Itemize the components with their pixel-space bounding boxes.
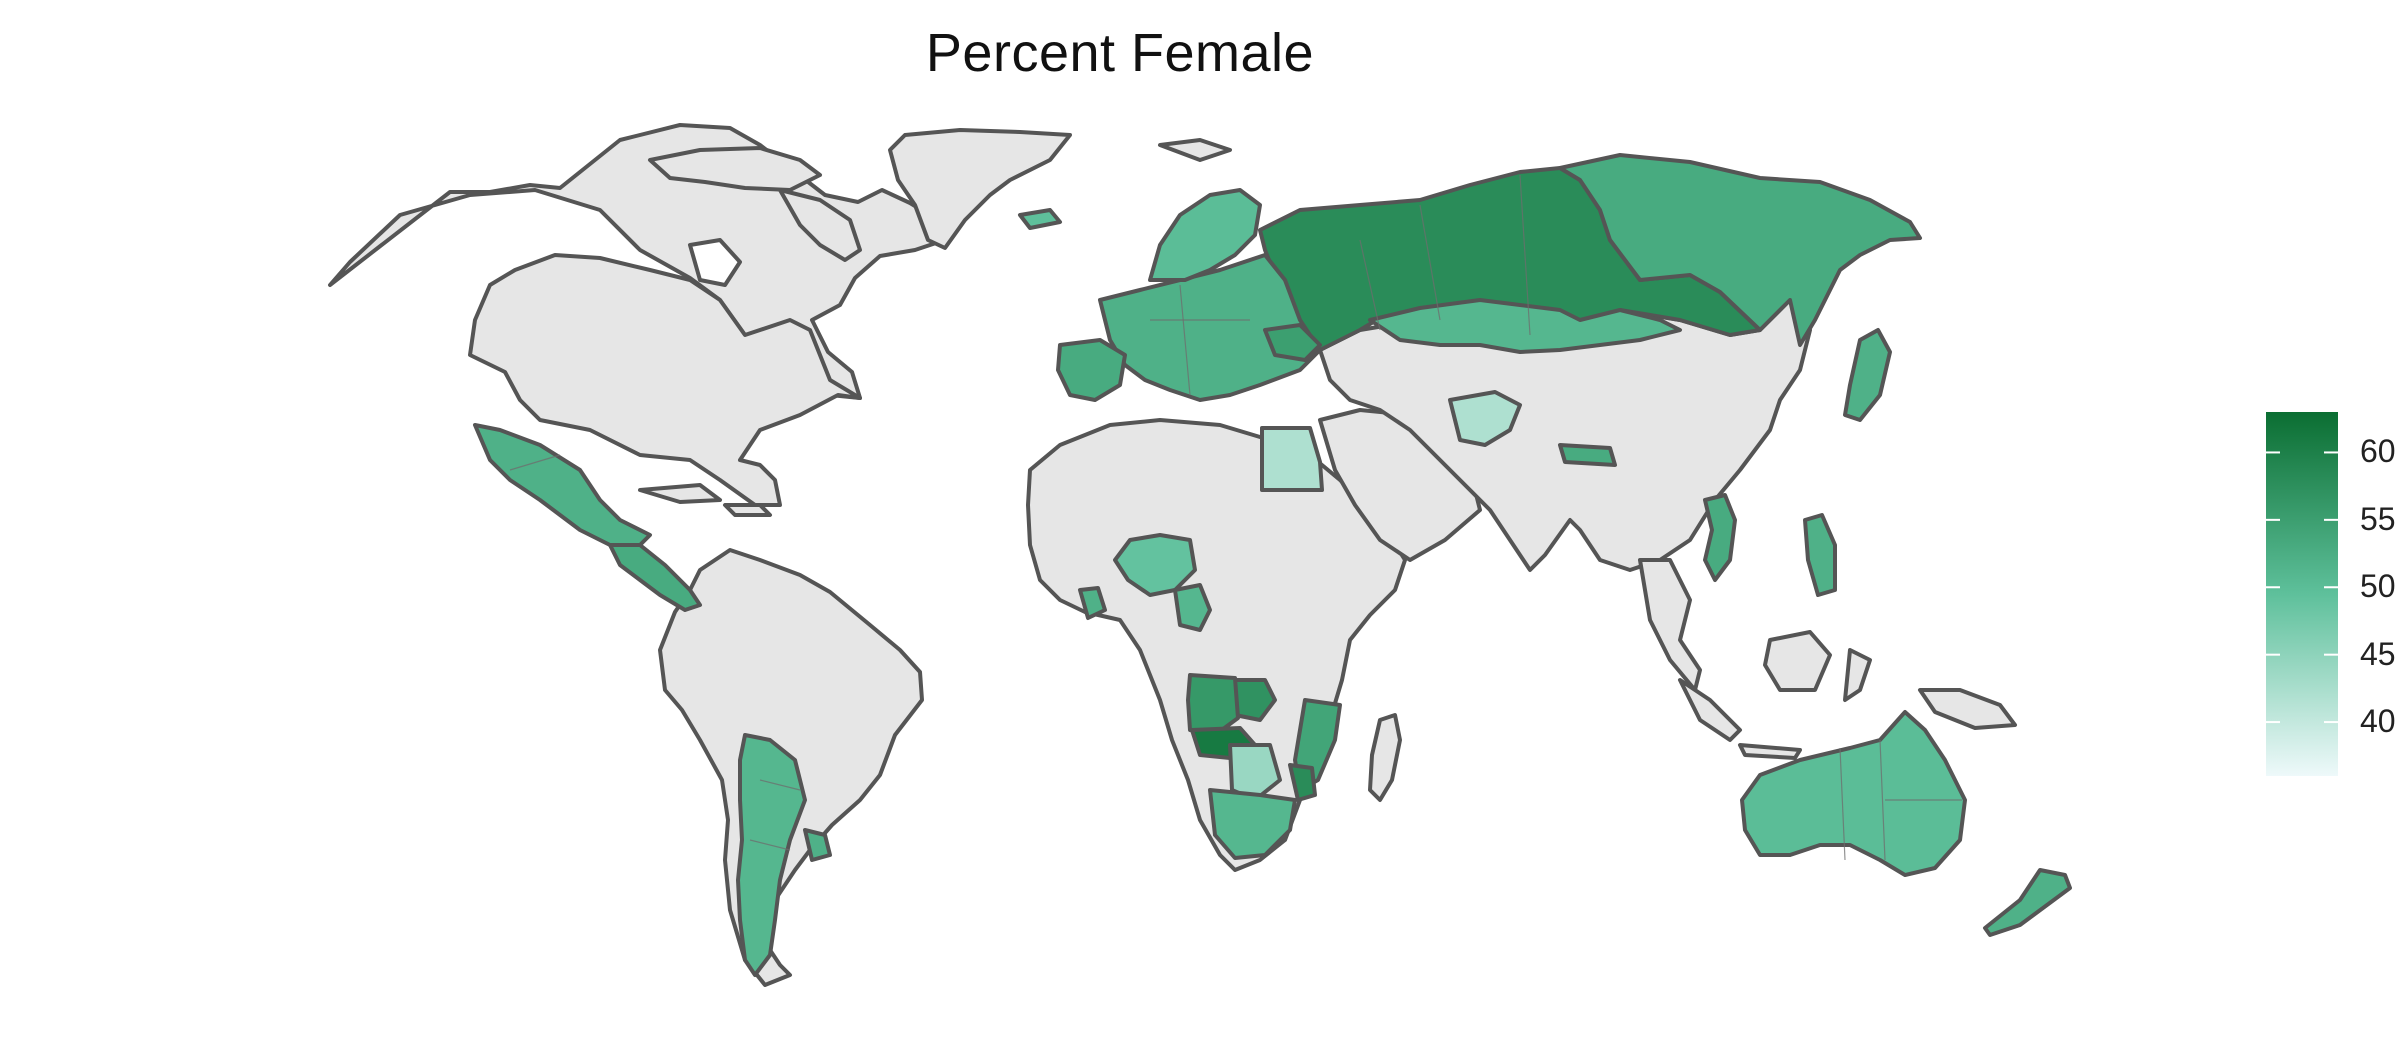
canadian-islands [648, 146, 822, 192]
legend-tick-label: 55 [2360, 500, 2396, 537]
world-map [328, 123, 2072, 987]
borneo [1763, 630, 1832, 692]
page-title: Percent Female [925, 23, 1315, 83]
legend-tick-label: 60 [2360, 433, 2396, 470]
greenland [888, 128, 1072, 250]
iceland [1018, 208, 1062, 230]
legend-color-bar [2266, 412, 2338, 776]
region-russia-east [1558, 153, 1922, 347]
region-kazakhstan [1368, 298, 1682, 354]
region-liberia [1078, 586, 1107, 620]
region-argentina [736, 733, 807, 977]
sub-national-borders [509, 174, 1962, 861]
legend: 60 55 50 45 40 [2262, 412, 2396, 782]
svalbard [1158, 138, 1232, 162]
legend-tick-marks [2266, 451, 2338, 724]
region-iberia [1056, 338, 1127, 402]
region-malawi [1288, 763, 1317, 802]
region-egypt [1260, 426, 1324, 492]
legend-tick-label: 45 [2360, 635, 2396, 672]
legend-tick-label: 50 [2360, 568, 2396, 605]
baffin-island [778, 188, 862, 262]
region-vietnam [1703, 493, 1737, 582]
new-guinea [1918, 688, 2017, 730]
sulawesi [1843, 648, 1872, 702]
region-philippines [1803, 513, 1837, 597]
region-new-zealand [1983, 868, 2072, 937]
se-asia [1638, 558, 1702, 692]
region-australia [1740, 710, 1967, 877]
java [1738, 743, 1802, 760]
region-angola [1186, 673, 1240, 737]
region-afghanistan [1448, 390, 1522, 447]
region-cameroon [1173, 583, 1212, 632]
region-central-america [608, 543, 702, 612]
madagascar [1368, 713, 1402, 802]
region-ukraine [1263, 323, 1322, 362]
cuba [638, 483, 722, 504]
hispaniola [723, 503, 772, 517]
region-botswana [1228, 743, 1282, 802]
region-scandinavia [1148, 188, 1262, 282]
hudson-bay-island [688, 238, 742, 287]
region-nepal [1558, 443, 1617, 467]
region-uruguay [803, 828, 832, 862]
region-japan [1843, 328, 1892, 422]
map-shaded-regions [473, 153, 2072, 977]
region-south-africa [1208, 788, 1297, 860]
north-america-body [468, 253, 862, 507]
sumatra [1678, 678, 1742, 742]
legend-tick-label: 40 [2360, 703, 2396, 740]
